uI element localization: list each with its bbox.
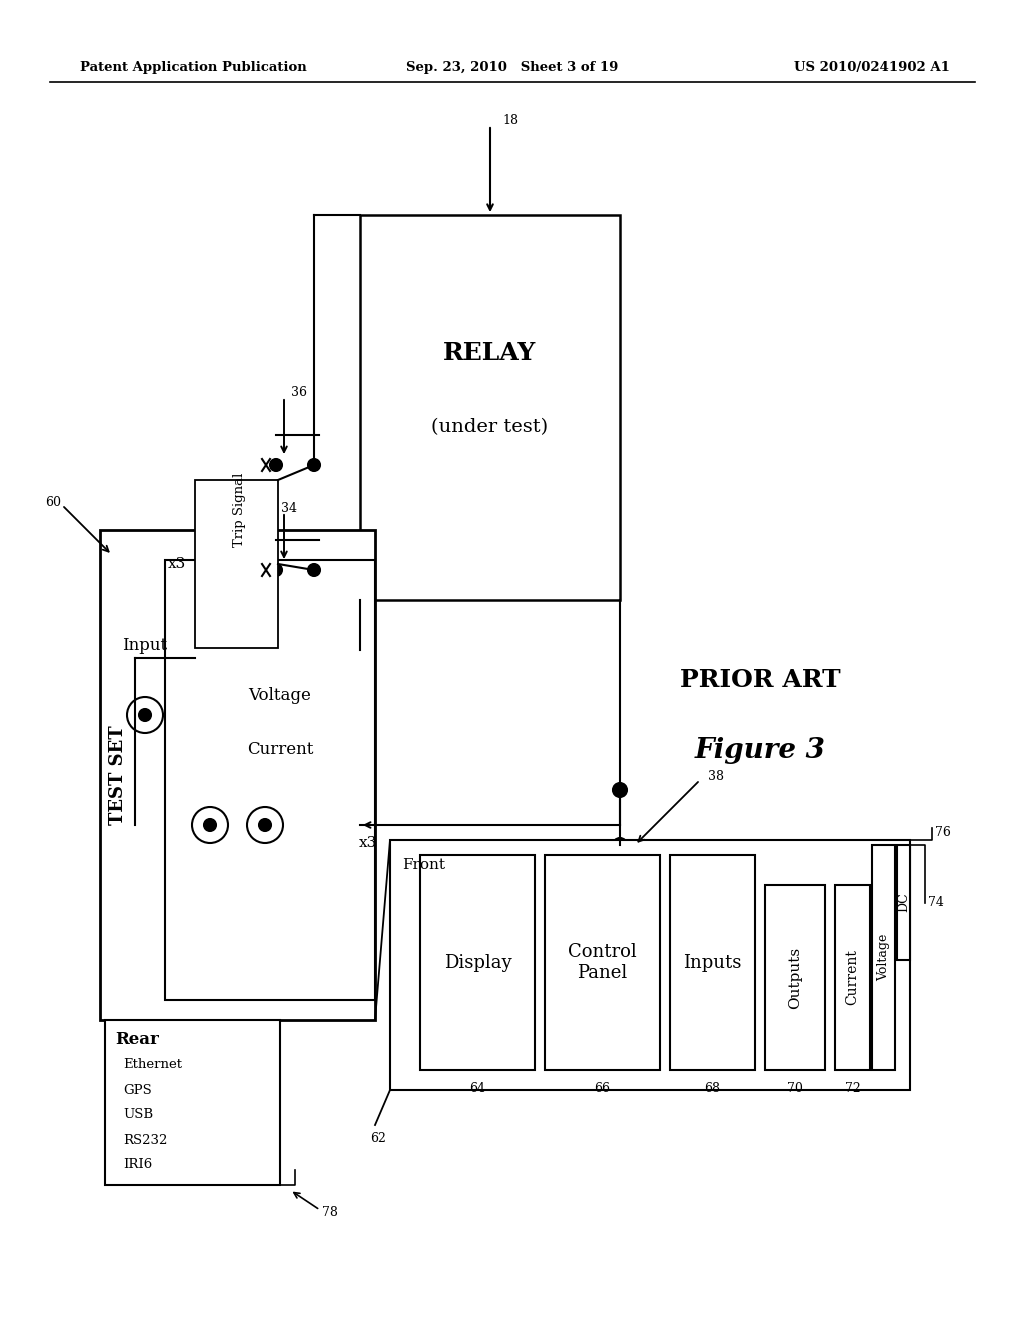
Text: 60: 60	[45, 495, 61, 508]
Text: 70: 70	[787, 1081, 803, 1094]
Text: RELAY: RELAY	[443, 341, 537, 364]
Text: 76: 76	[935, 825, 951, 838]
Circle shape	[204, 818, 216, 832]
Text: IRI6: IRI6	[123, 1159, 153, 1172]
Text: 64: 64	[469, 1081, 485, 1094]
Circle shape	[193, 807, 228, 843]
Bar	[835, 884, 870, 1071]
Text: x3: x3	[168, 557, 186, 572]
Text: USB: USB	[123, 1109, 154, 1122]
Text: Control
Panel: Control Panel	[568, 942, 637, 982]
Bar	[360, 215, 620, 601]
Text: 74: 74	[928, 896, 944, 909]
Bar	[872, 845, 895, 1071]
Text: 36: 36	[291, 387, 307, 400]
Bar	[897, 845, 910, 960]
Bar	[195, 480, 278, 648]
Bar	[390, 840, 910, 1090]
Text: 18: 18	[502, 114, 518, 127]
Text: Current: Current	[846, 949, 859, 1006]
Bar	[420, 855, 535, 1071]
Bar	[545, 855, 660, 1071]
Bar	[100, 531, 375, 1020]
Circle shape	[308, 564, 319, 576]
Text: Patent Application Publication: Patent Application Publication	[80, 62, 307, 74]
Text: Display: Display	[443, 953, 511, 972]
Bar	[670, 855, 755, 1071]
Circle shape	[139, 709, 151, 721]
Text: Trip Signal: Trip Signal	[233, 473, 247, 548]
Text: Front: Front	[402, 858, 445, 873]
Text: Figure 3: Figure 3	[694, 737, 825, 763]
Circle shape	[259, 818, 271, 832]
Circle shape	[127, 697, 163, 733]
Text: Voltage: Voltage	[249, 686, 311, 704]
Circle shape	[270, 459, 282, 471]
Text: Ethernet: Ethernet	[123, 1059, 182, 1072]
Circle shape	[247, 807, 283, 843]
Text: TEST SET: TEST SET	[109, 725, 127, 825]
Circle shape	[613, 838, 627, 851]
Text: 78: 78	[322, 1206, 338, 1220]
Text: x3: x3	[358, 836, 377, 850]
Text: Input: Input	[123, 636, 168, 653]
Text: 34: 34	[281, 502, 297, 515]
Text: RS232: RS232	[123, 1134, 167, 1147]
Text: Current: Current	[247, 742, 313, 759]
Bar	[105, 1020, 280, 1185]
Circle shape	[270, 564, 282, 576]
Text: 72: 72	[845, 1081, 860, 1094]
Text: 68: 68	[705, 1081, 721, 1094]
Text: PRIOR ART: PRIOR ART	[680, 668, 841, 692]
Text: Inputs: Inputs	[683, 953, 741, 972]
Text: 38: 38	[708, 770, 724, 783]
Text: Outputs: Outputs	[788, 946, 802, 1008]
Text: Voltage: Voltage	[877, 933, 890, 981]
Text: Rear: Rear	[115, 1031, 159, 1048]
Text: GPS: GPS	[123, 1084, 152, 1097]
Text: 62: 62	[370, 1131, 386, 1144]
Text: (under test): (under test)	[431, 418, 549, 437]
Bar	[165, 560, 375, 1001]
Circle shape	[308, 459, 319, 471]
Text: US 2010/0241902 A1: US 2010/0241902 A1	[795, 62, 950, 74]
Circle shape	[613, 783, 627, 797]
Text: 66: 66	[595, 1081, 610, 1094]
Bar	[765, 884, 825, 1071]
Text: DC: DC	[897, 892, 910, 912]
Text: Sep. 23, 2010   Sheet 3 of 19: Sep. 23, 2010 Sheet 3 of 19	[406, 62, 618, 74]
